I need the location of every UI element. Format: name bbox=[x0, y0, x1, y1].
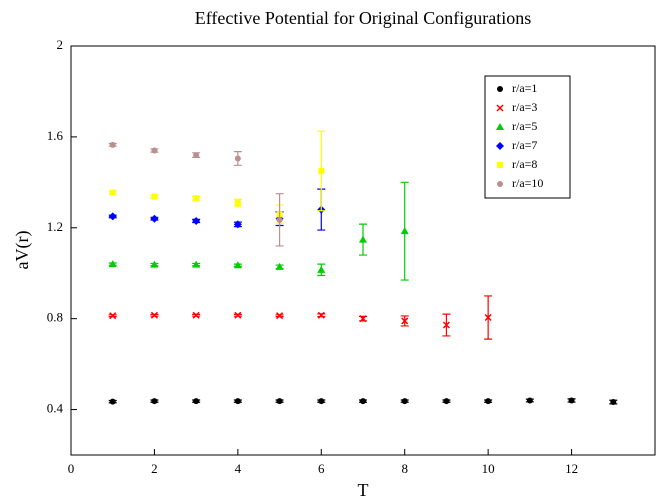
point bbox=[485, 398, 492, 405]
y-tick-label: 1.2 bbox=[47, 219, 63, 234]
point bbox=[108, 260, 117, 268]
legend-label: r/a=7 bbox=[512, 138, 537, 152]
point bbox=[318, 167, 325, 174]
legend-label: r/a=1 bbox=[512, 81, 537, 95]
x-tick-label: 6 bbox=[318, 461, 325, 476]
point bbox=[401, 398, 408, 405]
point bbox=[193, 398, 200, 405]
legend-label: r/a=3 bbox=[512, 100, 537, 114]
y-tick-label: 2 bbox=[57, 37, 64, 52]
legend-marker bbox=[497, 181, 503, 187]
point bbox=[234, 155, 241, 162]
point bbox=[151, 193, 158, 200]
point bbox=[442, 321, 450, 329]
point bbox=[151, 147, 158, 154]
legend-marker bbox=[496, 142, 504, 150]
point bbox=[150, 311, 158, 319]
x-tick-label: 0 bbox=[68, 461, 75, 476]
legend-marker bbox=[497, 86, 503, 92]
plot-frame bbox=[70, 45, 656, 456]
x-tick-label: 10 bbox=[482, 461, 495, 476]
point bbox=[318, 398, 325, 405]
legend-label: r/a=5 bbox=[512, 119, 537, 133]
point bbox=[359, 235, 367, 243]
point bbox=[109, 189, 116, 196]
point bbox=[150, 214, 159, 223]
point bbox=[360, 398, 366, 405]
y-tick-label: 1.6 bbox=[47, 128, 64, 143]
x-tick-label: 8 bbox=[401, 461, 408, 476]
legend-marker bbox=[496, 123, 504, 130]
x-tick-label: 4 bbox=[235, 461, 242, 476]
point bbox=[484, 314, 492, 322]
point bbox=[193, 195, 200, 202]
point bbox=[193, 152, 200, 159]
point bbox=[233, 261, 242, 269]
point bbox=[276, 398, 283, 405]
point bbox=[317, 311, 325, 319]
legend-label: r/a=10 bbox=[512, 176, 543, 190]
point bbox=[233, 220, 242, 229]
point bbox=[401, 317, 409, 325]
point bbox=[275, 262, 284, 270]
point bbox=[109, 398, 116, 405]
y-tick-label: 0.4 bbox=[47, 401, 64, 416]
x-tick-label: 12 bbox=[565, 461, 578, 476]
point bbox=[568, 397, 575, 404]
legend-marker bbox=[497, 162, 503, 168]
x-tick-label: 2 bbox=[151, 461, 158, 476]
point bbox=[109, 141, 116, 148]
point bbox=[276, 216, 283, 223]
x-axis-label: T bbox=[358, 480, 369, 500]
point bbox=[109, 312, 117, 320]
point bbox=[610, 399, 617, 406]
point bbox=[192, 311, 200, 319]
point bbox=[234, 199, 241, 206]
point bbox=[234, 398, 241, 405]
point bbox=[276, 312, 284, 320]
y-tick-label: 0.8 bbox=[47, 310, 63, 325]
legend-marker bbox=[496, 104, 504, 112]
point bbox=[192, 216, 201, 225]
point bbox=[192, 260, 201, 268]
y-axis-label: aV(r) bbox=[12, 231, 33, 270]
point bbox=[443, 398, 450, 405]
point bbox=[108, 212, 117, 221]
legend-box bbox=[484, 75, 571, 199]
point bbox=[234, 311, 242, 319]
point bbox=[400, 227, 409, 235]
point bbox=[359, 315, 367, 323]
point bbox=[526, 397, 533, 404]
legend-label: r/a=8 bbox=[512, 157, 537, 171]
point bbox=[317, 265, 326, 273]
chart-title: Effective Potential for Original Configu… bbox=[195, 8, 532, 28]
point bbox=[150, 260, 159, 268]
point bbox=[151, 398, 158, 405]
